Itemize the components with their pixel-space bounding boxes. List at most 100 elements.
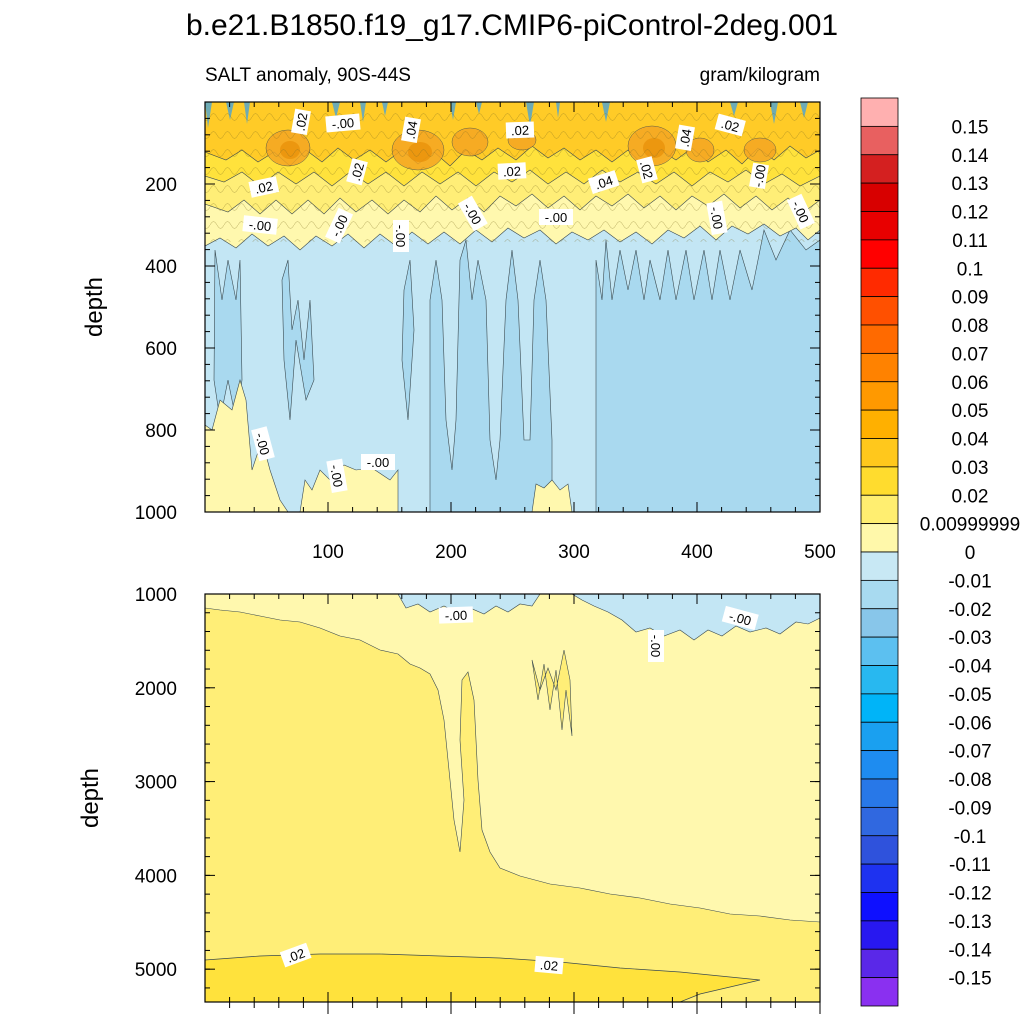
colorbar-label: 0.07 — [952, 344, 989, 365]
colorbar-label: -0.05 — [948, 685, 991, 706]
colorbar-label: -0.11 — [949, 855, 991, 876]
colorbar-swatch — [860, 977, 899, 1007]
y-tick-label: 3000 — [135, 773, 177, 794]
x-tick-label: 300 — [558, 542, 590, 563]
contour-label: .02 — [285, 945, 307, 965]
colorbar-swatch — [860, 494, 899, 525]
contour-label: .04 — [403, 120, 421, 140]
colorbar-label: -0.08 — [948, 770, 991, 791]
x-tick-label: 100 — [312, 542, 344, 563]
colorbar-swatch — [860, 125, 899, 156]
lower-plot-frame — [204, 593, 821, 1003]
contour-label: .02 — [637, 159, 656, 180]
colorbar-label: 0.08 — [952, 316, 989, 337]
colorbar-label: -0.14 — [948, 940, 992, 961]
colorbar-swatch — [860, 806, 899, 837]
colorbar-label: 0.05 — [952, 401, 989, 422]
colorbar-swatch — [860, 920, 899, 950]
contour-label: .02 — [503, 164, 522, 180]
colorbar-swatch — [860, 892, 899, 922]
colorbar-label: -0.12 — [948, 884, 991, 905]
contour-label: -.00 — [727, 608, 753, 628]
colorbar-swatch — [860, 835, 899, 865]
lower-fill-pos2-blob — [531, 649, 573, 737]
contour-label: .02 — [511, 123, 530, 139]
contour-label: -.00 — [545, 210, 567, 225]
colorbar-swatch — [860, 693, 899, 723]
contour-label: -.00 — [331, 115, 355, 132]
x-tick-label: 200 — [435, 542, 467, 563]
colorbar-swatch — [860, 97, 899, 127]
colorbar-label: 0.09 — [952, 288, 989, 309]
colorbar-swatch — [860, 778, 899, 808]
y-tick-label: 1000 — [135, 585, 177, 606]
lower-ylabel: depth — [77, 768, 104, 828]
colorbar-swatch — [860, 352, 899, 383]
colorbar-label: 0.13 — [952, 174, 989, 195]
upper-panel: .02 -.00 .04 .02 .04 .02 .02 .02 .02 .04… — [81, 101, 836, 563]
contour-label: -.00 — [445, 608, 468, 624]
colorbar-label: 0.1 — [957, 259, 983, 280]
y-tick-label: 5000 — [135, 960, 177, 981]
colorbar-swatch — [860, 154, 899, 184]
colorbar-swatch — [860, 409, 899, 439]
colorbar-swatch — [860, 239, 899, 269]
colorbar-swatch — [860, 211, 899, 241]
colorbar-swatch — [860, 636, 899, 666]
colorbar-label: -0.07 — [948, 742, 991, 763]
contour-label: -.00 — [248, 217, 272, 234]
contour-label: -.00 — [648, 635, 663, 657]
colorbar: 0.15 0.14 0.13 0.12 0.11 0.1 0.09 0.08 0.07 0.06 0… — [860, 97, 1020, 1007]
colorbar-label: -0.06 — [948, 713, 991, 734]
colorbar-label: -0.09 — [948, 798, 991, 819]
subtitle-left: SALT anomaly, 90S-44S — [205, 65, 411, 86]
colorbar-label: -0.03 — [948, 628, 991, 649]
y-tick-label: 800 — [145, 421, 177, 442]
colorbar-swatch — [860, 608, 899, 638]
contour-label: .02 — [348, 161, 367, 182]
y-tick-label: 1000 — [135, 503, 177, 524]
contour-label: -.00 — [367, 455, 389, 470]
colorbar-label: 0.00999999 — [920, 515, 1020, 536]
colorbar-swatch — [860, 750, 899, 780]
contour-label: .02 — [719, 116, 740, 135]
colorbar-swatch — [860, 523, 899, 553]
colorbar-label: -0.01 — [948, 571, 991, 592]
colorbar-label: 0.14 — [952, 146, 989, 167]
colorbar-swatch — [860, 721, 899, 752]
lower-axis-ticks: 1000 2000 3000 4000 5000 — [135, 585, 821, 1014]
upper-fill-neg-columns — [213, 228, 820, 512]
upper-axis-ticks: 200 400 600 800 1000 100 200 300 400 500 — [135, 101, 836, 563]
contour-label: -.00 — [707, 206, 726, 231]
y-tick-label: 200 — [145, 175, 177, 196]
colorbar-label: -0.13 — [948, 912, 991, 933]
colorbar-swatch — [860, 466, 899, 496]
colorbar-label: 0.04 — [952, 430, 989, 451]
colorbar-swatch — [860, 296, 899, 326]
contour-label: -.00 — [393, 225, 408, 247]
x-tick-label: 500 — [804, 542, 836, 563]
y-tick-label: 400 — [145, 257, 177, 278]
contour-label: .04 — [593, 173, 615, 193]
upper-fill-pos-bottom — [205, 378, 573, 512]
contour-label: .04 — [677, 128, 695, 148]
colorbar-label: -0.1 — [954, 827, 987, 848]
contour-label: .02 — [253, 178, 274, 196]
lower-fill-pos3-bottom — [205, 953, 761, 1002]
colorbar-label: 0.02 — [952, 486, 989, 507]
y-tick-label: 4000 — [135, 866, 177, 887]
colorbar-swatch — [860, 267, 899, 298]
colorbar-swatch — [860, 182, 899, 212]
colorbar-label: -0.15 — [948, 969, 991, 990]
upper-contour-labels: .02 -.00 .04 .02 .04 .02 .02 .02 .02 .04… — [242, 108, 815, 493]
colorbar-label: 0.06 — [952, 373, 989, 394]
contour-label: .02 — [539, 957, 558, 974]
contour-label: .02 — [293, 112, 311, 132]
colorbar-label: 0.11 — [952, 231, 988, 252]
upper-ylabel: depth — [81, 277, 108, 337]
colorbar-swatch — [860, 324, 899, 354]
y-tick-label: 600 — [145, 339, 177, 360]
colorbar-label: 0.15 — [952, 117, 989, 138]
colorbar-swatch — [860, 948, 899, 979]
